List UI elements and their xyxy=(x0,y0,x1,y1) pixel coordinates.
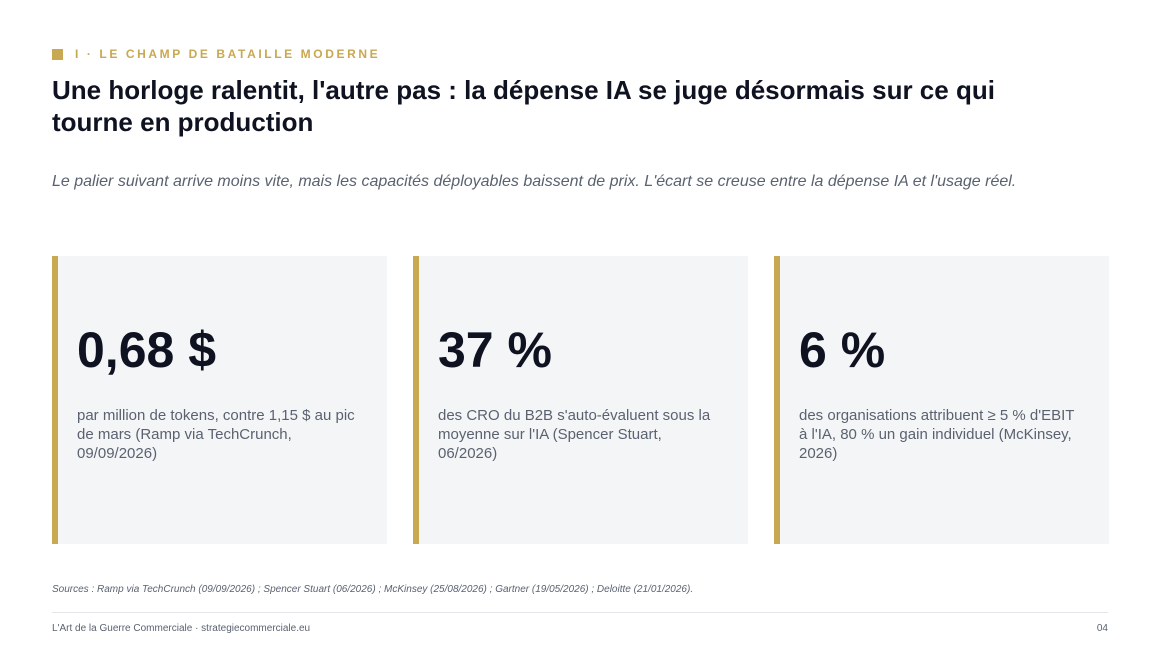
sources-note: Sources : Ramp via TechCrunch (09/09/202… xyxy=(52,584,694,595)
stat-value: 37 % xyxy=(438,322,552,378)
stat-card-cro: 37 % des CRO du B2B s'auto-évaluent sous… xyxy=(413,256,748,544)
stat-description: par million de tokens, contre 1,15 $ au … xyxy=(77,407,355,462)
stat-description: des organisations attribuent ≥ 5 % d'EBI… xyxy=(799,407,1075,462)
footer-divider xyxy=(52,612,1108,613)
section-label-text: I · LE CHAMP DE BATAILLE MODERNE xyxy=(75,47,381,61)
stat-description: des CRO du B2B s'auto-évaluent sous la m… xyxy=(438,407,711,462)
footer-brand: L'Art de la Guerre Commerciale · strateg… xyxy=(52,623,311,634)
stat-card-token-price: 0,68 $ par million de tokens, contre 1,1… xyxy=(52,256,387,544)
page-title: Une horloge ralentit, l'autre pas : la d… xyxy=(52,75,995,137)
page-number: 04 xyxy=(1096,623,1108,634)
stat-card-ebit: 6 % des organisations attribuent ≥ 5 % d… xyxy=(774,256,1109,544)
stat-cards: 0,68 $ par million de tokens, contre 1,1… xyxy=(52,256,1109,544)
stat-value: 6 % xyxy=(799,322,886,378)
page-subtitle: Le palier suivant arrive moins vite, mai… xyxy=(52,173,1017,190)
stat-value: 0,68 $ xyxy=(77,322,217,378)
section-square-icon xyxy=(52,48,63,60)
section-label: I · LE CHAMP DE BATAILLE MODERNE xyxy=(52,47,380,61)
